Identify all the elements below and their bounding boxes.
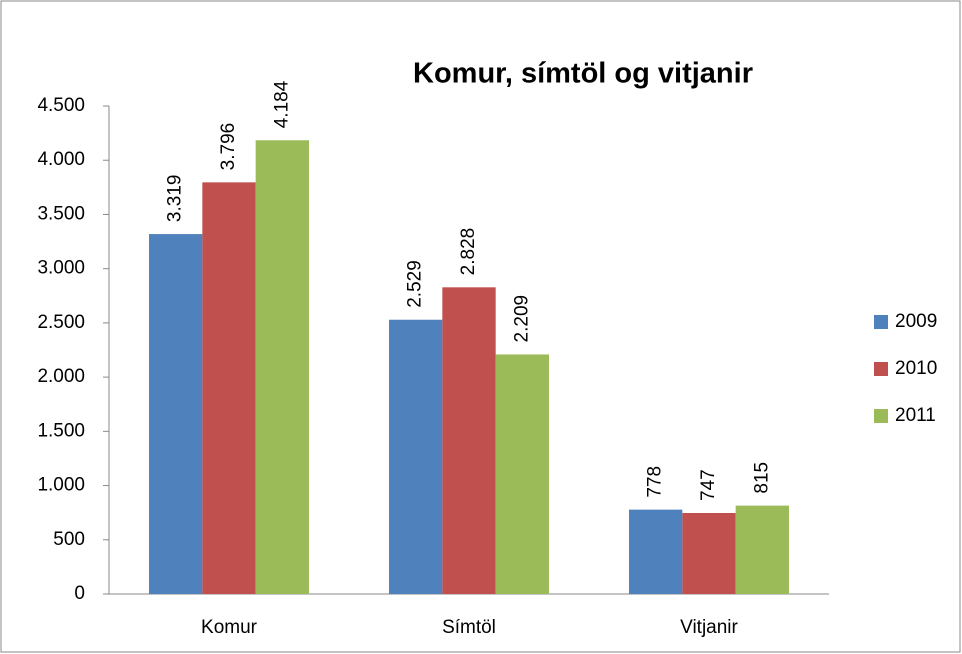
y-tick-label: 4.500 [37, 95, 85, 116]
legend-swatch [874, 362, 888, 376]
legend-label: 2011 [895, 405, 936, 426]
x-tick-label: Símtöl [442, 617, 496, 638]
bar [149, 234, 203, 595]
data-label: 4.184 [271, 80, 292, 128]
bar [682, 512, 736, 594]
legend-swatch [874, 315, 888, 329]
y-tick-label: 2.000 [37, 366, 85, 387]
bar [389, 319, 443, 594]
bar [255, 140, 309, 595]
data-label: 3.796 [218, 123, 239, 171]
data-label: 2.529 [405, 260, 426, 308]
y-tick-label: 3.000 [37, 258, 85, 279]
data-label: 2.828 [458, 228, 479, 276]
y-tick-label: 1.000 [37, 475, 85, 496]
y-tick-label: 2.500 [37, 312, 85, 333]
bar [442, 287, 496, 594]
data-label: 815 [751, 462, 772, 494]
data-label: 2.209 [511, 295, 532, 343]
y-tick-label: 3.500 [37, 203, 85, 224]
bar [495, 354, 549, 594]
chart-title: Komur, símtöl og vitjanir [413, 58, 753, 90]
y-tick-label: 0 [74, 583, 85, 604]
bar [202, 182, 256, 594]
bar [735, 505, 789, 594]
data-label: 747 [698, 469, 719, 501]
y-tick-label: 1.500 [37, 420, 85, 441]
legend-label: 2009 [895, 311, 937, 332]
data-label: 778 [645, 466, 666, 498]
legend-swatch [874, 409, 888, 423]
data-label: 3.319 [165, 175, 186, 223]
x-tick-label: Vitjanir [680, 617, 738, 638]
bar [629, 509, 683, 594]
legend-label: 2010 [895, 358, 937, 379]
y-tick-label: 500 [53, 529, 85, 550]
x-tick-label: Komur [201, 617, 258, 638]
y-tick-label: 4.000 [37, 149, 85, 170]
